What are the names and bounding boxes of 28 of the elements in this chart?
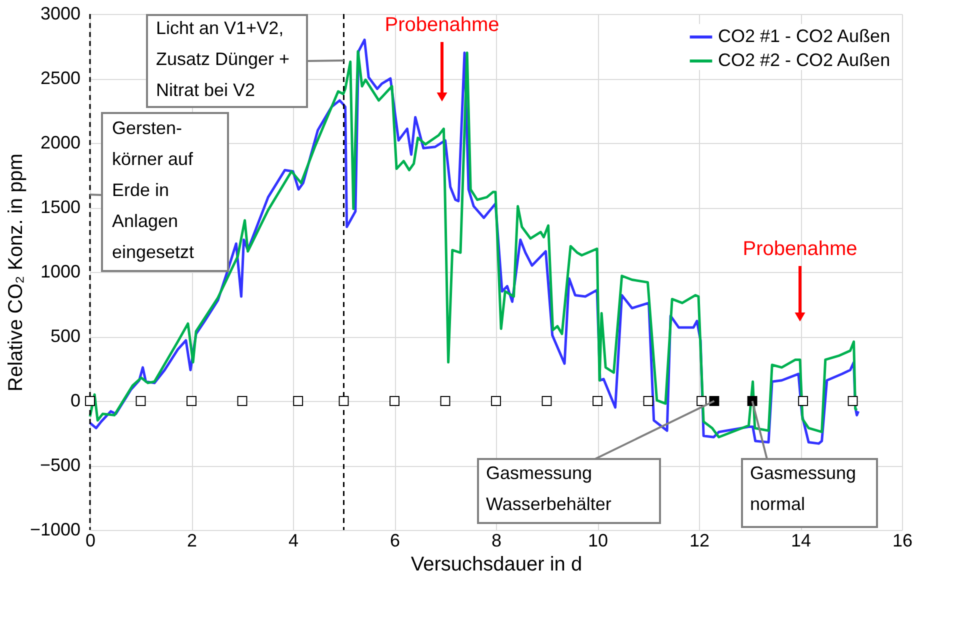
y-tick-label: 500 xyxy=(50,326,80,346)
x-tick-label: 2 xyxy=(186,530,198,550)
annotation: Probenahme xyxy=(384,14,500,36)
x-tick-label: 10 xyxy=(588,530,608,550)
y-axis-title: Relative CO₂ Konz. in ppm xyxy=(4,154,27,392)
x-tick-label: 0 xyxy=(85,530,96,550)
y-tick-label: 1000 xyxy=(40,262,80,282)
annotation: Gersten- körner auf Erde in Anlagen eingesetzt xyxy=(112,118,194,262)
y-tick-label: 2000 xyxy=(40,132,80,152)
x-tick-label: 14 xyxy=(790,530,812,550)
y-tick-label: 3000 xyxy=(40,4,80,24)
annotation: Probenahme xyxy=(742,238,858,260)
legend-label: CO2 #1 - CO2 Außen xyxy=(718,26,890,46)
y-tick-label: −500 xyxy=(40,455,80,475)
x-tick-label: 16 xyxy=(892,530,913,550)
x-tick-label: 6 xyxy=(390,530,400,550)
x-tick-label: 4 xyxy=(288,530,299,550)
y-tick-label: 0 xyxy=(70,390,80,410)
x-tick-label: 8 xyxy=(491,530,502,550)
x-tick-label: 12 xyxy=(689,530,710,550)
y-tick-label: 1500 xyxy=(40,197,80,217)
annotation: Licht an V1+V2, Zusatz Dünger + Nitrat bei V2 xyxy=(156,18,290,100)
legend-label: CO2 #2 - CO2 Außen xyxy=(718,50,890,70)
annotation: Gasmessung normal xyxy=(750,463,856,514)
x-axis-title: Versuchsdauer in d xyxy=(410,554,582,576)
annotation: Gasmessung Wasserbehälter xyxy=(486,463,612,514)
y-tick-label: −1000 xyxy=(30,520,80,540)
y-tick-label: 2500 xyxy=(40,68,80,88)
